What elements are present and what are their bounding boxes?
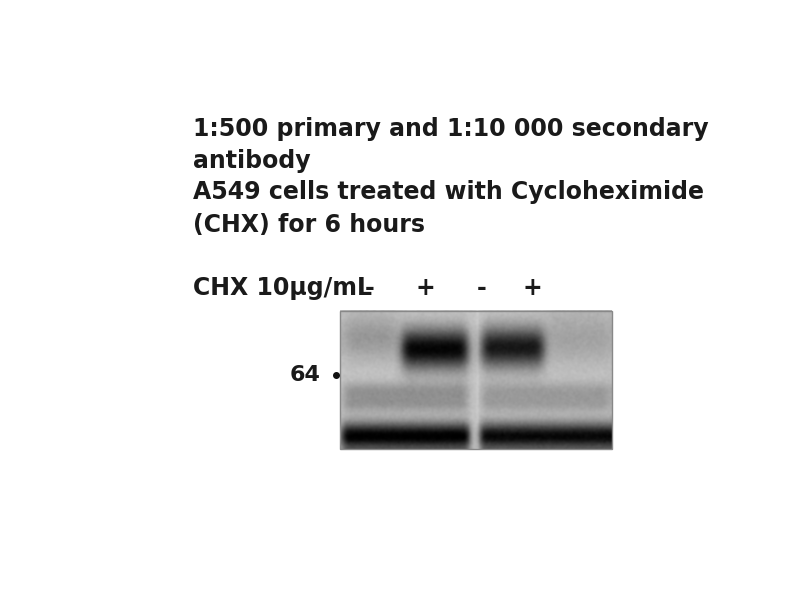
Text: -: - [365, 275, 374, 299]
Text: 64: 64 [290, 365, 321, 385]
Text: +: + [522, 275, 542, 299]
Text: -: - [477, 275, 486, 299]
Text: antibody: antibody [193, 149, 310, 173]
Text: 1:500 primary and 1:10 000 secondary: 1:500 primary and 1:10 000 secondary [193, 116, 709, 140]
Text: CHX 10μg/mL: CHX 10μg/mL [193, 275, 372, 299]
Text: (CHX) for 6 hours: (CHX) for 6 hours [193, 213, 425, 237]
Text: A549 cells treated with Cycloheximide: A549 cells treated with Cycloheximide [193, 180, 704, 204]
Text: +: + [416, 275, 435, 299]
Bar [340, 311, 611, 449]
